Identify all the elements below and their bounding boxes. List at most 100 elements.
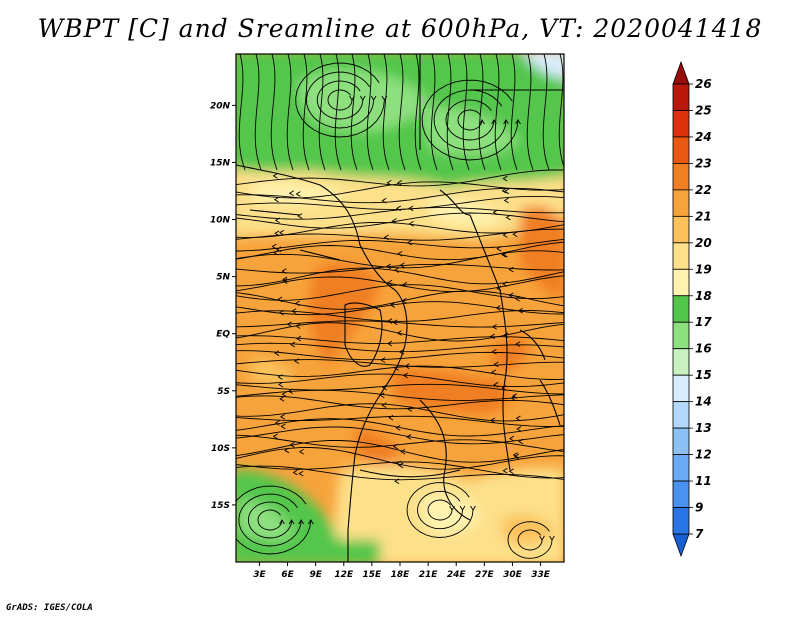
streamline [517, 307, 523, 314]
streamline [505, 214, 511, 221]
colorbar-swatch [672, 427, 690, 455]
streamline [387, 340, 393, 347]
streamline [501, 187, 507, 194]
streamline [236, 418, 564, 437]
latitude-axis: 20N 15N 10N 5N EQ 5S 10S 15S [210, 101, 236, 511]
streamline [282, 278, 288, 284]
lon-tick-label: 27E [475, 570, 495, 580]
colorbar-swatch [672, 374, 690, 403]
streamline [491, 324, 497, 330]
streamline [282, 276, 288, 283]
streamline [286, 54, 294, 171]
colorbar-label: 15 [695, 368, 712, 382]
lat-tick-label: 15S [211, 501, 230, 511]
streamline [236, 267, 564, 287]
streamline [297, 213, 303, 219]
streamline [308, 519, 314, 525]
streamline [490, 417, 496, 424]
streamline [236, 228, 564, 241]
streamline [392, 319, 398, 326]
streamline [276, 246, 282, 253]
streamline [381, 402, 387, 409]
streamline [502, 251, 508, 258]
streamline [399, 262, 405, 269]
streamline [408, 221, 414, 227]
colorbar-label: 17 [695, 315, 712, 329]
streamline [381, 197, 387, 204]
lon-tick-label: 21E [419, 570, 439, 580]
streamline [402, 372, 408, 379]
streamline [511, 393, 517, 399]
lat-tick-label: 10S [211, 444, 230, 454]
colorbar-swatch [672, 242, 690, 270]
colorbar-label: 20 [695, 236, 712, 250]
lon-tick-label: 9E [309, 570, 322, 580]
streamline [236, 373, 564, 388]
streamline [278, 381, 284, 388]
streamline [515, 341, 521, 347]
colorbar-label: 14 [695, 395, 712, 409]
streamline [302, 54, 310, 171]
colorbar-label: 18 [695, 289, 712, 303]
colorbar-label: 25 [695, 103, 712, 117]
streamline [514, 453, 520, 460]
streamline [396, 180, 402, 186]
streamline [430, 54, 438, 171]
colorbar-label: 12 [695, 448, 712, 462]
streamline [236, 275, 564, 293]
streamline [396, 330, 402, 336]
streamline [517, 529, 543, 551]
colorbar-label: 19 [695, 262, 712, 276]
streamline [286, 321, 292, 328]
streamline [507, 521, 553, 559]
streamline [236, 461, 564, 479]
streamline [382, 54, 390, 171]
lon-tick-label: 12E [334, 570, 354, 580]
streamline [288, 519, 295, 525]
streamline [236, 207, 564, 220]
streamline [397, 250, 403, 257]
streamline [427, 499, 453, 521]
streamline [462, 54, 470, 171]
streamline [236, 415, 564, 427]
streamline [236, 187, 564, 204]
streamline [298, 519, 304, 525]
colorbar-swatch [672, 401, 690, 429]
lon-tick-label: 30E [503, 570, 523, 580]
streamline [360, 95, 366, 101]
lon-tick-label: 3E [253, 570, 266, 580]
streamline [236, 434, 564, 452]
lat-tick-label: 5S [217, 387, 230, 397]
streamline [236, 403, 564, 422]
streamline [526, 54, 534, 171]
streamline [236, 465, 564, 481]
wbpt-shading [236, 54, 564, 562]
streamline [236, 290, 564, 310]
streamline [279, 396, 285, 402]
streamline [271, 243, 277, 250]
streamline [387, 279, 393, 286]
streamline [236, 395, 564, 410]
streamline [281, 391, 287, 398]
streamline [272, 433, 278, 440]
streamline [272, 173, 278, 179]
streamline [501, 385, 507, 391]
streamline [366, 54, 374, 171]
streamline [392, 443, 398, 450]
streamline [494, 54, 502, 171]
streamline [406, 434, 412, 440]
colorbar-swatch [672, 163, 690, 191]
streamline [298, 470, 304, 477]
streamline [274, 217, 280, 224]
lat-tick-label: 10N [210, 216, 231, 226]
streamline [402, 281, 408, 288]
streamline [502, 467, 508, 474]
colorbar-label: 21 [695, 209, 712, 223]
streamline [493, 381, 499, 388]
streamline [381, 384, 387, 391]
streamline [236, 322, 564, 342]
streamline [270, 54, 278, 171]
streamline [421, 79, 519, 161]
streamline [236, 389, 564, 401]
streamline [470, 505, 476, 511]
